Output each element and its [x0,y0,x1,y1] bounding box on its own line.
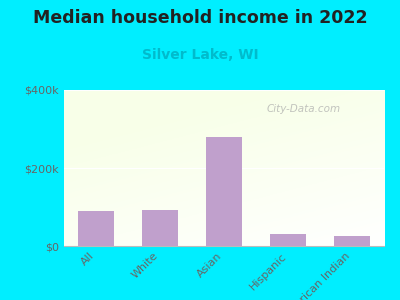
Text: Silver Lake, WI: Silver Lake, WI [142,48,258,62]
Bar [206,137,242,246]
Bar [270,234,306,246]
Bar [78,211,114,246]
Text: City-Data.com: City-Data.com [267,104,341,114]
Bar [334,236,370,246]
Bar [142,210,178,246]
Text: Median household income in 2022: Median household income in 2022 [33,9,367,27]
